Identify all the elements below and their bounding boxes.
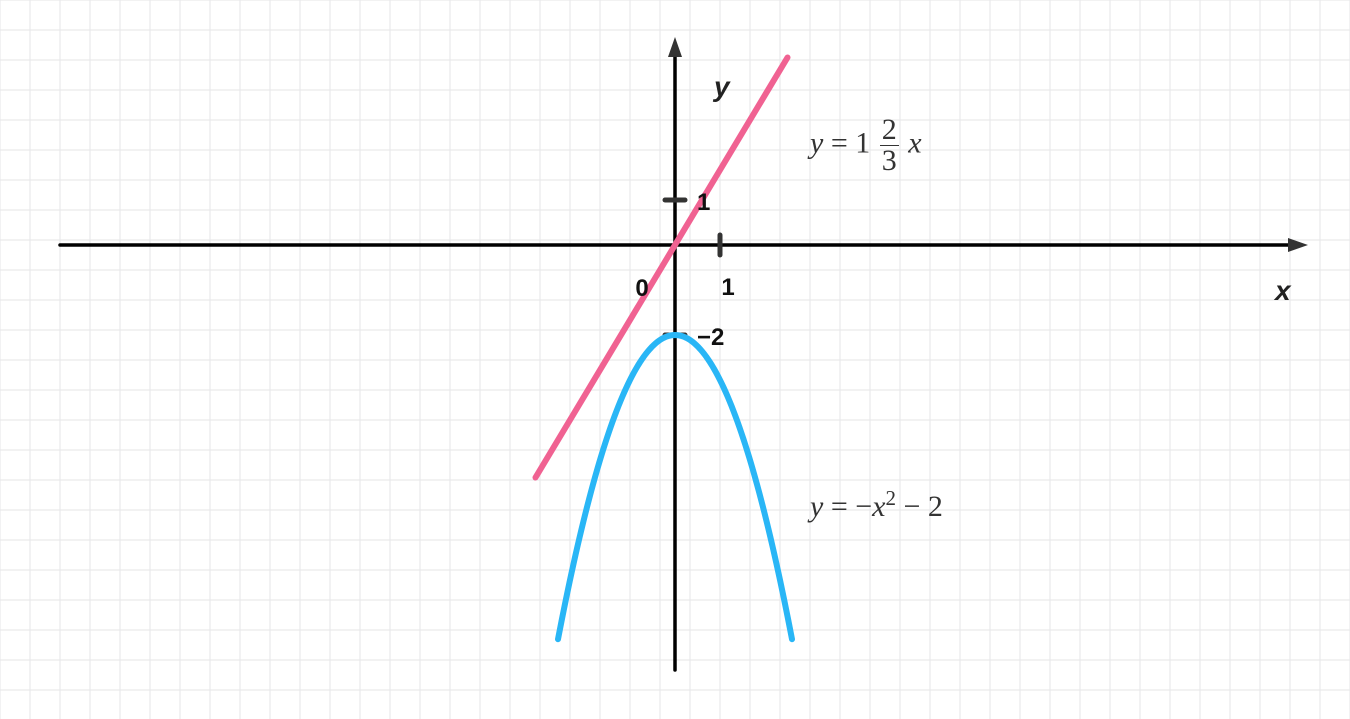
y-axis-label: y: [712, 71, 731, 102]
y-tick-label: 1: [697, 189, 710, 216]
origin-label: 0: [635, 275, 648, 302]
coordinate-plot: 1 1 −2 0 x y: [0, 0, 1350, 719]
line-equation-label: y = 1 23 x: [810, 115, 922, 176]
x-axis-label: x: [1273, 275, 1292, 306]
x-tick-label: 1: [721, 274, 734, 301]
y-tick-label: −2: [697, 324, 724, 351]
parabola-equation-label: y = −x2 − 2: [810, 490, 943, 524]
